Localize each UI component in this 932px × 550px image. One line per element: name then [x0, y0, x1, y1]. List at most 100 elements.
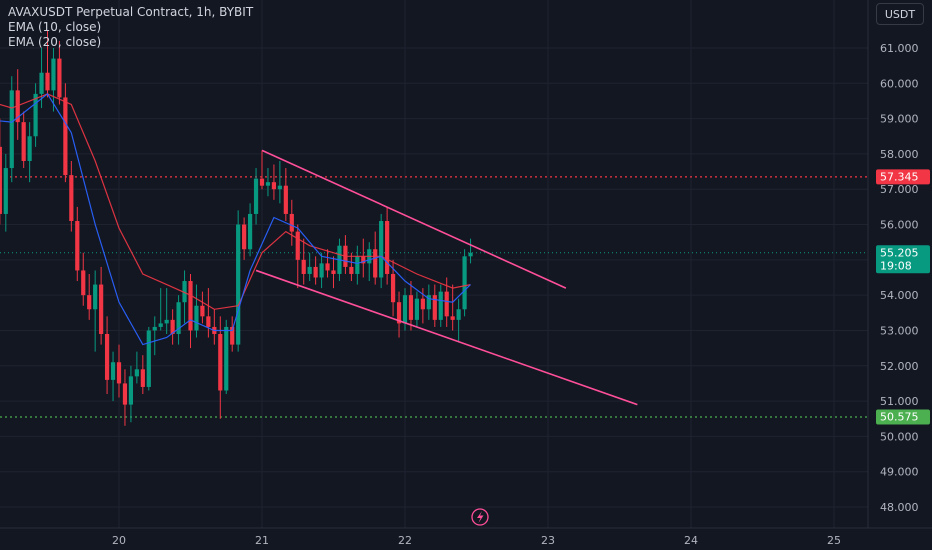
- ema20-line[interactable]: [0, 30, 471, 310]
- candle-body[interactable]: [176, 302, 181, 334]
- candle-body[interactable]: [271, 182, 277, 190]
- candle-body[interactable]: [218, 333, 223, 391]
- candle-body[interactable]: [182, 281, 187, 303]
- candle-body[interactable]: [236, 224, 241, 345]
- ema10-label[interactable]: EMA (10, close): [8, 20, 102, 34]
- candle-body[interactable]: [450, 316, 455, 320]
- candle-body[interactable]: [373, 249, 378, 278]
- candle-body[interactable]: [224, 326, 229, 391]
- time-axis[interactable]: 20 21 22 23 24 25: [0, 527, 932, 547]
- candle-body[interactable]: [200, 305, 205, 317]
- candle-body[interactable]: [259, 178, 265, 186]
- candle-body[interactable]: [385, 221, 390, 274]
- candle-body[interactable]: [468, 252, 473, 257]
- candle-body[interactable]: [289, 213, 294, 232]
- candle-body[interactable]: [283, 185, 288, 214]
- candle-body[interactable]: [301, 259, 306, 274]
- candle-body[interactable]: [140, 369, 145, 387]
- symbol-title[interactable]: AVAXUSDT Perpetual Contract, 1h, BYBIT: [8, 5, 254, 19]
- candle-body[interactable]: [99, 284, 104, 334]
- candle-body[interactable]: [63, 97, 68, 176]
- channel-upper-line[interactable]: [261, 149, 567, 289]
- candle-body[interactable]: [247, 213, 253, 250]
- candle-body[interactable]: [110, 362, 116, 380]
- candle-body[interactable]: [295, 231, 300, 260]
- candle-body[interactable]: [128, 376, 134, 405]
- candle-body[interactable]: [438, 291, 443, 320]
- candle-body[interactable]: [0, 146, 2, 214]
- candle-body[interactable]: [134, 369, 139, 377]
- candle-body[interactable]: [355, 256, 360, 274]
- candle-body[interactable]: [81, 270, 86, 296]
- candle-body[interactable]: [361, 256, 366, 264]
- candle-body[interactable]: [230, 326, 235, 345]
- candle-body[interactable]: [93, 284, 98, 310]
- candle-body[interactable]: [158, 323, 163, 327]
- candle-body[interactable]: [402, 295, 408, 324]
- candle-body[interactable]: [3, 168, 8, 214]
- candle-body[interactable]: [432, 295, 437, 320]
- candle-body[interactable]: [164, 319, 169, 324]
- resistance-price-tag-bg: [876, 169, 930, 185]
- candle-body[interactable]: [51, 58, 56, 91]
- price-levels: [0, 176, 868, 418]
- candle-body[interactable]: [39, 72, 44, 94]
- channel-lower-line[interactable]: [255, 269, 638, 406]
- candle-body[interactable]: [122, 383, 128, 405]
- current-price-tag-countdown: 19:08: [880, 259, 912, 272]
- candle-body[interactable]: [206, 316, 211, 327]
- candle-body[interactable]: [116, 362, 122, 384]
- candle-body[interactable]: [21, 122, 26, 161]
- candle-body[interactable]: [379, 221, 384, 278]
- candle-body[interactable]: [390, 273, 396, 303]
- candle-body[interactable]: [462, 256, 467, 310]
- candle-body[interactable]: [456, 309, 461, 320]
- candle-body[interactable]: [396, 302, 402, 324]
- ema20-label[interactable]: EMA (20, close): [8, 35, 102, 49]
- candle-body[interactable]: [45, 72, 50, 91]
- candle-body[interactable]: [104, 333, 110, 380]
- candle-body[interactable]: [408, 295, 414, 320]
- currency-button[interactable]: USDT: [876, 3, 924, 25]
- price-axis[interactable]: 61.00060.00059.00058.00057.00056.00055.0…: [867, 0, 930, 528]
- candle-body[interactable]: [170, 319, 175, 334]
- price-tick-label: 61.000: [880, 42, 919, 55]
- candle-body[interactable]: [426, 295, 431, 310]
- candle-body[interactable]: [325, 263, 330, 271]
- channel-drawing[interactable]: [255, 149, 638, 406]
- time-tick-label: 25: [827, 534, 841, 547]
- candle-body[interactable]: [277, 185, 282, 190]
- price-tick-label: 56.000: [880, 219, 919, 232]
- price-tick-label: 54.000: [880, 289, 919, 302]
- candle-body[interactable]: [253, 178, 259, 214]
- current-price-tag-bg: [876, 245, 930, 274]
- price-tick-label: 58.000: [880, 148, 919, 161]
- candle-body[interactable]: [57, 58, 62, 98]
- candle-body[interactable]: [444, 291, 449, 317]
- candle-body[interactable]: [27, 136, 32, 161]
- candle-body[interactable]: [242, 224, 247, 250]
- candle-body[interactable]: [69, 175, 74, 222]
- candle-body[interactable]: [420, 298, 425, 310]
- candle-body[interactable]: [414, 298, 420, 320]
- candle-body[interactable]: [313, 266, 318, 278]
- time-tick-label: 20: [112, 534, 126, 547]
- price-tick-label: 48.000: [880, 501, 919, 514]
- candle-body[interactable]: [188, 281, 193, 331]
- price-tick-label: 51.000: [880, 395, 919, 408]
- candle-body[interactable]: [87, 295, 92, 310]
- candle-body[interactable]: [75, 221, 80, 271]
- candle-body[interactable]: [265, 182, 271, 186]
- lightning-icon[interactable]: [471, 508, 489, 526]
- candle-body[interactable]: [349, 266, 354, 274]
- candle-body[interactable]: [194, 305, 199, 331]
- candle-body[interactable]: [146, 330, 151, 387]
- candle-body[interactable]: [331, 270, 336, 274]
- ema10-line[interactable]: [0, 34, 471, 346]
- candle-body[interactable]: [319, 263, 324, 278]
- candle-body[interactable]: [9, 90, 14, 169]
- candle-body[interactable]: [33, 93, 38, 137]
- candle-body[interactable]: [152, 326, 157, 331]
- candle-body[interactable]: [307, 266, 312, 274]
